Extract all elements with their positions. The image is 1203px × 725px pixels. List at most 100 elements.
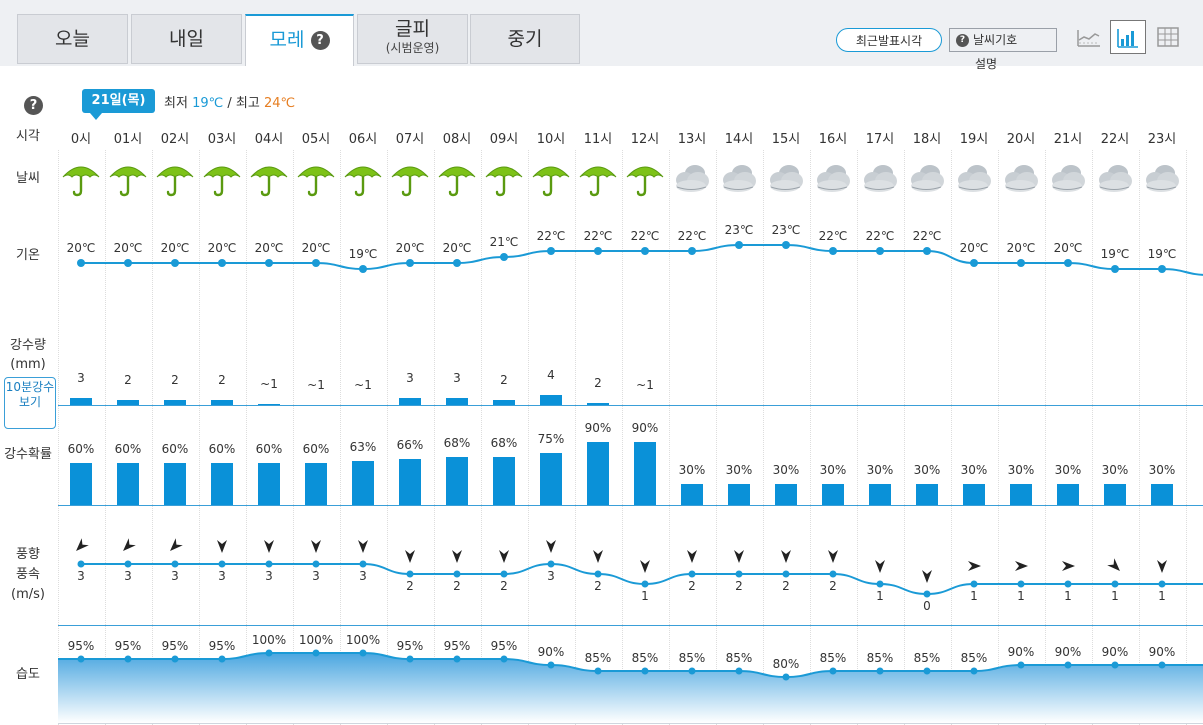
probability-bar (117, 463, 139, 505)
humidity-point (923, 667, 931, 675)
temperature-label: 23℃ (724, 223, 754, 237)
probability-bar (1057, 484, 1079, 505)
tab-today-label: 오늘 (55, 28, 90, 50)
wind-speed-label: 1 (1158, 589, 1166, 603)
row-label-humidity: 습도 (16, 667, 40, 682)
hour-label: 15시 (771, 132, 801, 147)
wind-direction-icon (828, 550, 838, 563)
humidity-label: 85% (866, 651, 894, 665)
temperature-point (171, 259, 179, 267)
tab-three-days[interactable]: 글피 (시범운영) (357, 14, 468, 64)
wind-direction-icon (1157, 560, 1167, 573)
probability-label: 60% (302, 442, 330, 456)
separator-bottom (58, 723, 1203, 724)
humidity-label: 95% (208, 639, 236, 653)
humidity-label: 100% (298, 633, 334, 647)
column-divider (387, 150, 388, 725)
tab-day-after-tomorrow[interactable]: 모레 ? (245, 14, 354, 66)
wind-direction-icon (968, 561, 981, 571)
hour-label: 02시 (160, 132, 190, 147)
humidity-point (1017, 661, 1025, 669)
wind-arrow (968, 561, 981, 571)
temperature-point (453, 259, 461, 267)
wind-speed-label: 3 (312, 569, 320, 583)
tab-tomorrow[interactable]: 내일 (131, 14, 242, 64)
probability-bar (681, 484, 703, 505)
min-label: 최저 (164, 96, 188, 111)
wind-point (688, 570, 696, 578)
probability-bar (540, 452, 562, 505)
humidity-point (876, 667, 884, 675)
wind-speed-label: 3 (359, 569, 367, 583)
column-divider (293, 150, 294, 725)
temperature-point (77, 259, 85, 267)
column-divider (575, 150, 576, 725)
column-divider (716, 150, 717, 725)
wind-arrow (405, 550, 415, 563)
temperature-label: 19℃ (1147, 247, 1177, 261)
wind-point (1158, 580, 1166, 588)
umbrella-icon (201, 158, 243, 200)
temperature-label: 22℃ (818, 229, 848, 243)
wind-arrow (1107, 558, 1120, 571)
wind-direction-icon (217, 540, 227, 553)
probability-bar (352, 460, 374, 505)
wind-direction-icon (687, 550, 697, 563)
row-label-wind-unit: (m/s) (11, 587, 45, 602)
humidity-point (1064, 661, 1072, 669)
help-icon[interactable]: ? (310, 31, 330, 50)
probability-label: 30% (1054, 463, 1082, 477)
wind-speed-label: 1 (1111, 589, 1119, 603)
column-divider (340, 150, 341, 725)
temperature-label: 1 (1187, 253, 1203, 267)
tab-midterm[interactable]: 중기 (470, 14, 580, 64)
wind-direction-icon (734, 550, 744, 563)
latest-release-button[interactable]: 최근발표시각 (836, 28, 942, 52)
wind-direction-icon (264, 540, 274, 553)
humidity-point (1158, 661, 1166, 669)
precip-bar (117, 400, 139, 405)
wind-speed-label: 1 (1017, 589, 1025, 603)
humidity-label: 90% (1054, 645, 1082, 659)
wind-arrow (546, 540, 556, 553)
precip-label: ~1 (636, 378, 654, 392)
column-divider (1186, 150, 1187, 725)
bar-chart-view-icon[interactable] (1110, 20, 1146, 54)
humidity-point (594, 667, 602, 675)
info-help-button[interactable]: ? (24, 95, 43, 115)
precip-bar (211, 400, 233, 405)
precip-bar (164, 400, 186, 405)
humidity-point (312, 649, 320, 657)
probability-label: 60% (114, 442, 142, 456)
probability-bar (399, 458, 421, 505)
minmax-sep: / (227, 96, 232, 111)
hour-label: 20시 (1006, 132, 1036, 147)
tab-tomorrow-label: 내일 (169, 28, 204, 50)
humidity-point (688, 667, 696, 675)
temperature-label: 20℃ (207, 241, 237, 255)
weather-symbols-button[interactable]: ? 날씨기호 (949, 28, 1057, 52)
wind-speed-label: 3 (218, 569, 226, 583)
precip-bar (587, 402, 609, 405)
temperature-point (547, 247, 555, 255)
probability-label: 0 (1187, 484, 1203, 498)
hour-label: 13시 (677, 132, 707, 147)
humidity-point (547, 661, 555, 669)
wind-speed-label: 3 (171, 569, 179, 583)
wind-direction-icon (452, 550, 462, 563)
wind-point (406, 570, 414, 578)
wind-arrow (687, 550, 697, 563)
humidity-label: 95% (161, 639, 189, 653)
humidity-label: 100% (345, 633, 381, 647)
probability-label: 30% (960, 463, 988, 477)
humidity-label: 80% (772, 657, 800, 671)
precip-bar (493, 400, 515, 405)
table-view-icon[interactable] (1150, 20, 1186, 54)
column-divider (199, 150, 200, 725)
line-chart-view-icon[interactable] (1071, 20, 1107, 54)
humidity-point (124, 655, 132, 663)
tab-today[interactable]: 오늘 (17, 14, 128, 64)
column-divider (951, 150, 952, 725)
cloud-icon (765, 158, 807, 200)
ten-min-precip-button[interactable]: 10분강수보기 (4, 377, 56, 429)
